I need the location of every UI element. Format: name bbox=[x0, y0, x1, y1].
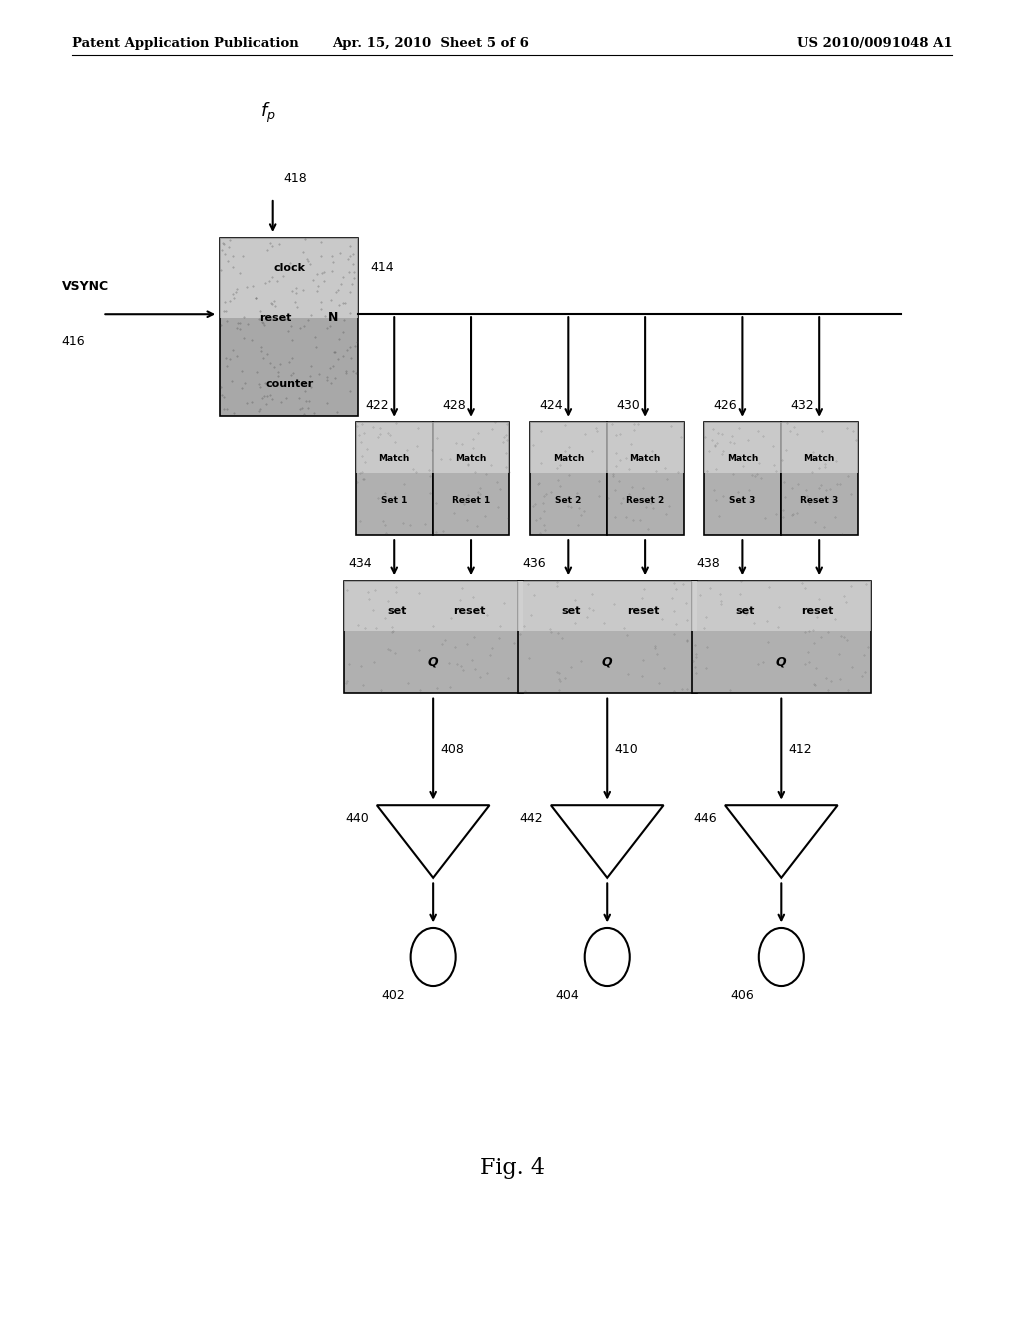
Text: Match: Match bbox=[379, 454, 410, 463]
Bar bbox=[606, 422, 684, 535]
Text: N: N bbox=[329, 312, 339, 325]
Bar bbox=[220, 238, 358, 416]
Text: 406: 406 bbox=[730, 989, 754, 1002]
Text: Set 2: Set 2 bbox=[555, 496, 582, 506]
Text: Q: Q bbox=[602, 655, 612, 668]
Text: 414: 414 bbox=[371, 261, 394, 275]
Text: Apr. 15, 2010  Sheet 5 of 6: Apr. 15, 2010 Sheet 5 of 6 bbox=[332, 37, 528, 50]
Text: reset: reset bbox=[801, 606, 834, 616]
Bar bbox=[692, 581, 870, 631]
Text: 442: 442 bbox=[519, 812, 543, 825]
Text: Match: Match bbox=[553, 454, 584, 463]
Text: Fig. 4: Fig. 4 bbox=[479, 1158, 545, 1179]
Text: Patent Application Publication: Patent Application Publication bbox=[72, 37, 298, 50]
Bar bbox=[220, 238, 358, 318]
Text: Reset 1: Reset 1 bbox=[452, 496, 490, 506]
Bar bbox=[344, 581, 522, 693]
Text: clock: clock bbox=[273, 263, 305, 273]
Text: set: set bbox=[388, 606, 407, 616]
Text: 416: 416 bbox=[61, 335, 85, 348]
Text: 410: 410 bbox=[614, 743, 638, 755]
Text: 432: 432 bbox=[791, 399, 814, 412]
Text: 436: 436 bbox=[522, 557, 547, 570]
Text: Set 3: Set 3 bbox=[729, 496, 756, 506]
Bar bbox=[692, 581, 870, 693]
Text: US 2010/0091048 A1: US 2010/0091048 A1 bbox=[797, 37, 952, 50]
Text: Q: Q bbox=[428, 655, 438, 668]
Text: 426: 426 bbox=[714, 399, 737, 412]
Bar bbox=[344, 581, 522, 631]
Text: 428: 428 bbox=[442, 399, 466, 412]
Text: Reset 3: Reset 3 bbox=[800, 496, 839, 506]
Bar bbox=[356, 422, 433, 473]
Text: 434: 434 bbox=[348, 557, 373, 570]
Bar bbox=[606, 422, 684, 473]
Text: set: set bbox=[562, 606, 581, 616]
Text: 412: 412 bbox=[788, 743, 812, 755]
Text: Match: Match bbox=[456, 454, 486, 463]
Text: Q: Q bbox=[776, 655, 786, 668]
Text: $f_p$: $f_p$ bbox=[260, 102, 275, 125]
Text: 438: 438 bbox=[696, 557, 721, 570]
Text: 440: 440 bbox=[345, 812, 369, 825]
Text: Match: Match bbox=[727, 454, 758, 463]
Text: reset: reset bbox=[453, 606, 485, 616]
Text: 418: 418 bbox=[283, 172, 306, 185]
Text: Match: Match bbox=[804, 454, 835, 463]
Bar bbox=[705, 422, 780, 535]
Text: 404: 404 bbox=[556, 989, 580, 1002]
Bar bbox=[433, 422, 510, 473]
Text: reset: reset bbox=[627, 606, 659, 616]
Bar bbox=[781, 422, 858, 535]
Bar bbox=[356, 422, 433, 535]
Text: reset: reset bbox=[259, 313, 292, 323]
Bar bbox=[705, 422, 780, 473]
Text: VSYNC: VSYNC bbox=[61, 280, 109, 293]
Bar bbox=[517, 581, 696, 631]
Text: Match: Match bbox=[630, 454, 660, 463]
Text: Set 1: Set 1 bbox=[381, 496, 408, 506]
Bar bbox=[530, 422, 606, 535]
Bar bbox=[517, 581, 696, 693]
Text: 430: 430 bbox=[616, 399, 640, 412]
Text: 422: 422 bbox=[366, 399, 389, 412]
Text: counter: counter bbox=[265, 379, 313, 388]
Text: Reset 2: Reset 2 bbox=[626, 496, 665, 506]
Text: 402: 402 bbox=[382, 989, 406, 1002]
Bar bbox=[433, 422, 510, 535]
Text: 446: 446 bbox=[693, 812, 717, 825]
Text: set: set bbox=[736, 606, 755, 616]
Bar bbox=[530, 422, 606, 473]
Bar bbox=[781, 422, 858, 473]
Text: 408: 408 bbox=[440, 743, 464, 755]
Text: 424: 424 bbox=[540, 399, 563, 412]
